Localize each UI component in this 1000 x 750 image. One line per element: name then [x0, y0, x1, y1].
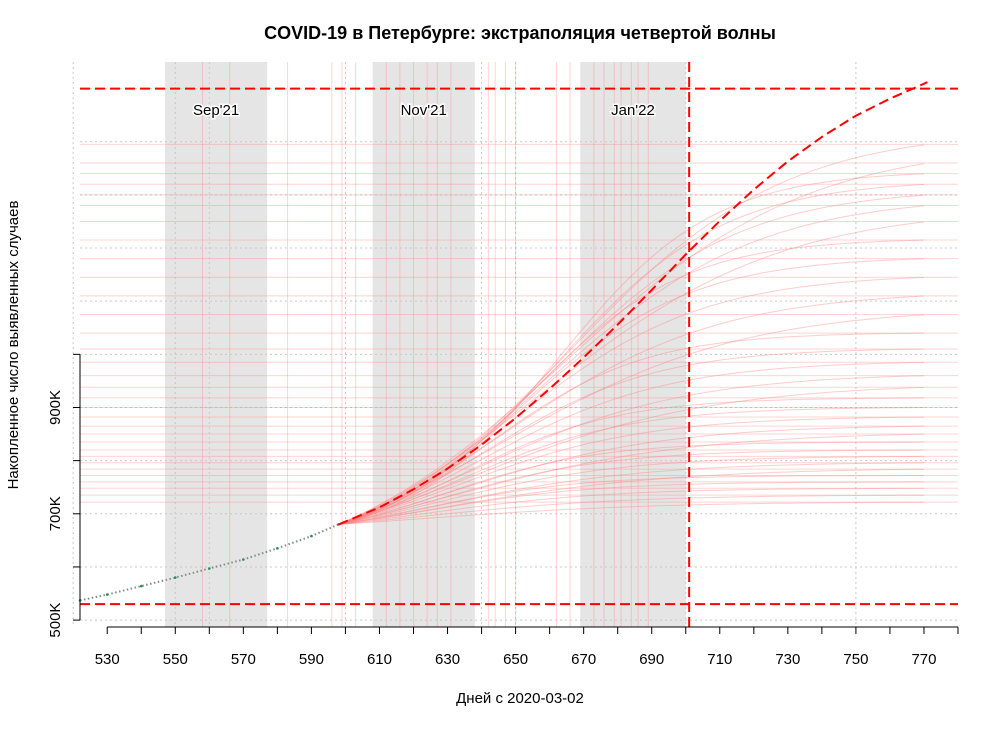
- month-band: [165, 62, 268, 627]
- y-tick-label: 900K: [47, 390, 64, 425]
- ensemble-curve: [338, 221, 925, 525]
- reference-lines: [80, 62, 958, 627]
- x-tick-label: 690: [639, 651, 664, 668]
- ensemble-curve: [338, 332, 925, 525]
- x-tick-label: 550: [163, 651, 188, 668]
- vertical-grid: [72, 62, 857, 627]
- ensemble-curve: [338, 449, 925, 525]
- ensemble-curve: [338, 462, 925, 525]
- ensemble-curve: [338, 501, 925, 525]
- ensemble-curve: [338, 425, 925, 525]
- ensemble-curve: [338, 468, 925, 525]
- ensemble-curve: [338, 487, 924, 525]
- ensemble-curve: [338, 163, 925, 525]
- horizontal-grid: [80, 88, 958, 621]
- ensemble-curve: [338, 481, 924, 525]
- chart-title: COVID-19 в Петербурге: экстраполяция чет…: [264, 23, 776, 43]
- observed-point: [105, 593, 109, 596]
- observed-point: [310, 534, 313, 538]
- x-tick-label: 610: [367, 651, 392, 668]
- axes: 530 550 570 590 610 630 650 670 690 710 730 750 770 5…: [47, 353, 959, 668]
- ensemble-curve: [338, 475, 924, 525]
- ensemble-curve: [338, 144, 925, 525]
- month-label: Sep'21: [193, 102, 239, 119]
- x-tick-label: 670: [571, 651, 596, 668]
- ensemble-curve: [338, 386, 925, 525]
- month-label: Jan'22: [611, 102, 655, 119]
- ensemble-curve: [338, 494, 924, 525]
- ensemble-curve: [338, 314, 925, 525]
- forecast-ensemble: [338, 144, 925, 525]
- ensemble-curve: [338, 348, 925, 525]
- ensemble-curve: [338, 361, 925, 525]
- ensemble-curve: [338, 173, 925, 525]
- observed-point: [276, 547, 279, 550]
- month-label: Nov'21: [401, 102, 447, 119]
- x-axis-label: Дней с 2020-03-02: [456, 690, 584, 707]
- ensemble-curve: [338, 183, 925, 525]
- observed-point: [139, 584, 143, 588]
- observed-point: [242, 558, 245, 561]
- x-tick-label: 630: [435, 651, 460, 668]
- y-axis-label: Накопленное число выявленных случаев: [5, 201, 22, 490]
- y-tick-label: 500K: [47, 603, 64, 638]
- ensemble-curve: [338, 375, 925, 525]
- y-tick-label: 700K: [47, 496, 64, 531]
- x-tick-label: 730: [775, 651, 800, 668]
- main-forecast: [338, 81, 928, 526]
- ensemble-curve: [338, 239, 925, 525]
- x-tick-label: 650: [503, 651, 528, 668]
- ensemble-curve: [338, 441, 925, 525]
- x-tick-label: 570: [231, 651, 256, 668]
- observed-point: [173, 576, 177, 579]
- x-tick-label: 530: [95, 651, 120, 668]
- main-forecast-line: [338, 81, 928, 526]
- observed-point: [208, 567, 211, 570]
- x-tick-label: 770: [911, 651, 936, 668]
- ensemble-curve: [338, 407, 925, 525]
- month-labels: Sep'21 Nov'21 Jan'22: [191, 101, 656, 121]
- month-band: [372, 62, 475, 627]
- x-tick-label: 710: [707, 651, 732, 668]
- ensemble-curve: [338, 416, 925, 525]
- month-bands: [165, 62, 686, 627]
- ensemble-curve: [338, 194, 925, 525]
- x-tick-label: 590: [299, 651, 324, 668]
- ensemble-curve: [338, 397, 925, 525]
- ensemble-curve: [338, 433, 925, 525]
- ensemble-curve: [338, 455, 925, 525]
- x-tick-label: 750: [843, 651, 868, 668]
